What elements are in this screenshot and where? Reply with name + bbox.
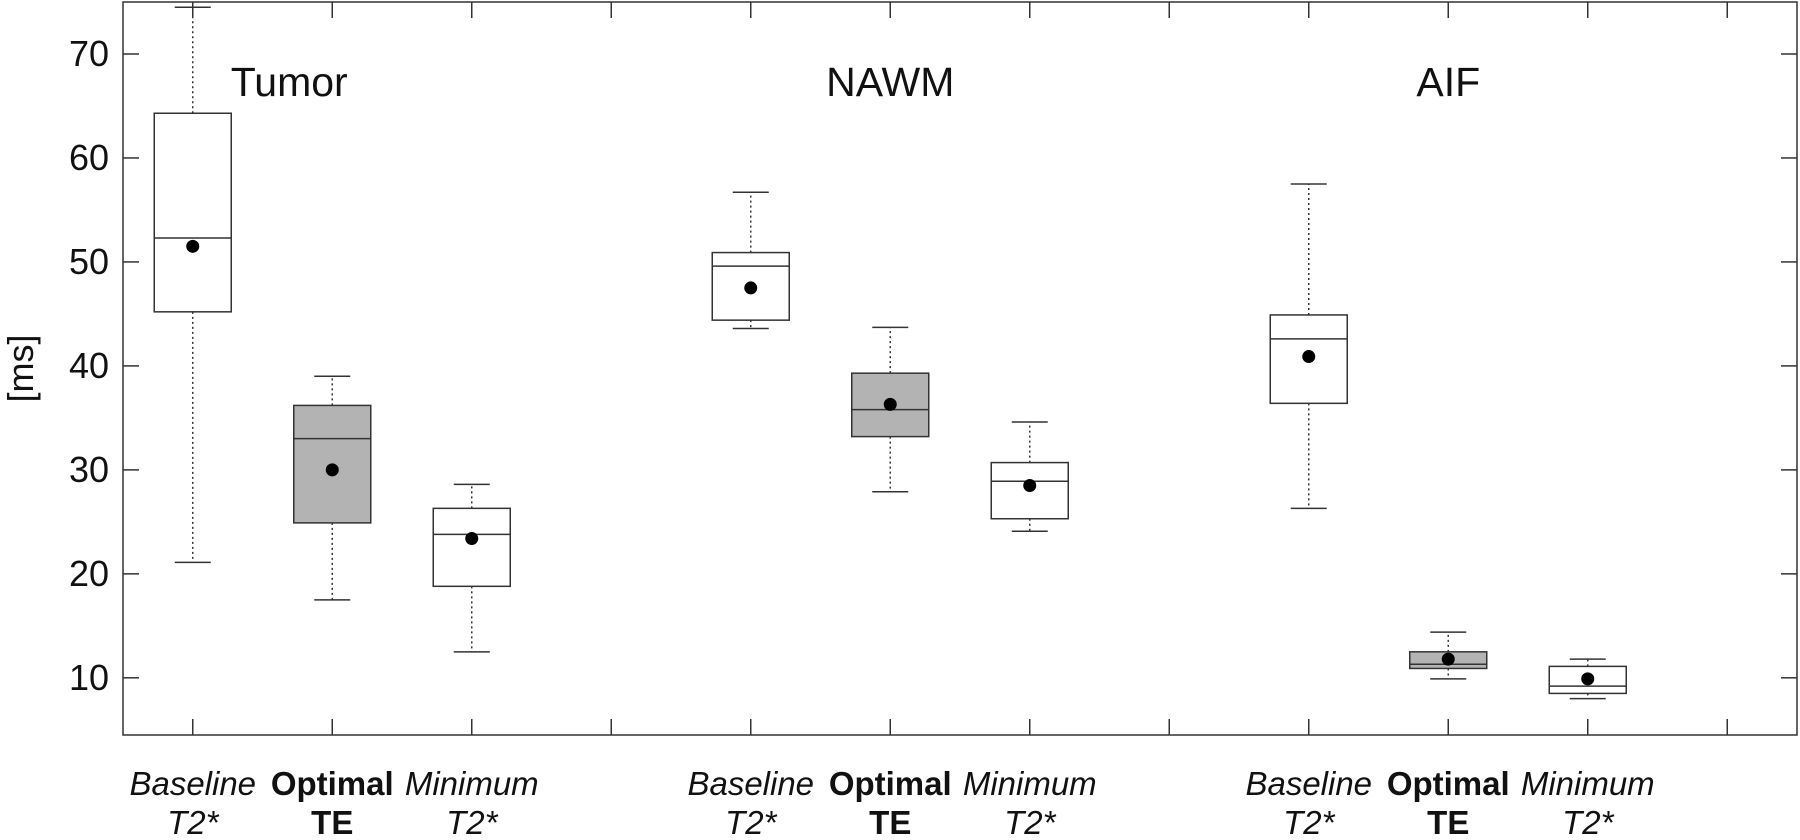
- y-tick-label: 40: [69, 345, 109, 386]
- category-label-line1: Baseline: [687, 765, 814, 802]
- y-tick-label: 70: [69, 33, 109, 74]
- mean-marker: [744, 281, 758, 295]
- y-tick-label: 50: [69, 241, 109, 282]
- box-nawm-minimum: [990, 421, 1069, 532]
- box-tumor-optimal: [293, 375, 372, 601]
- group-label-tumor: Tumor: [231, 59, 348, 105]
- box-nawm-optimal: [851, 326, 930, 493]
- mean-marker: [1581, 672, 1595, 686]
- mean-marker: [465, 531, 479, 545]
- category-label-line1: Optimal: [1387, 765, 1510, 802]
- plot-frame: [122, 1, 1798, 736]
- y-tick-label: 30: [69, 449, 109, 490]
- category-label-line1: Minimum: [405, 765, 539, 802]
- category-label-line2: T2*: [725, 804, 778, 840]
- category-label-line1: Minimum: [1521, 765, 1655, 802]
- category-label-line2: TE: [311, 804, 353, 840]
- y-tick-label: 20: [69, 553, 109, 594]
- mean-marker: [1023, 478, 1037, 492]
- mean-marker: [883, 397, 897, 411]
- category-label-line2: TE: [1427, 804, 1469, 840]
- box-tumor-baseline: [153, 6, 232, 564]
- group-label-nawm: NAWM: [826, 59, 954, 105]
- category-label-line1: Optimal: [271, 765, 394, 802]
- mean-marker: [1441, 652, 1455, 666]
- category-label-line2: T2*: [1562, 804, 1615, 840]
- box-iqr: [432, 507, 511, 588]
- box-aif-minimum: [1548, 658, 1627, 700]
- category-label-line1: Minimum: [963, 765, 1097, 802]
- box-tumor-minimum: [432, 483, 511, 653]
- category-label-line2: T2*: [446, 804, 499, 840]
- category-label-line2: T2*: [1004, 804, 1057, 840]
- box-aif-optimal: [1409, 631, 1488, 680]
- box-aif-baseline: [1269, 183, 1348, 510]
- axes: [122, 1, 1798, 736]
- y-tick-label: 60: [69, 137, 109, 178]
- category-label-line1: Optimal: [829, 765, 952, 802]
- labels: 10203040506070[ms]BaselineT2*OptimalTEMi…: [0, 33, 1655, 840]
- box-nawm-baseline: [711, 191, 790, 330]
- box-iqr: [711, 251, 790, 321]
- box-iqr: [990, 461, 1069, 520]
- category-label-line2: T2*: [1283, 804, 1336, 840]
- category-label-line2: T2*: [167, 804, 220, 840]
- box-iqr: [153, 112, 232, 313]
- y-axis-label: [ms]: [0, 335, 41, 403]
- box-plots: [153, 6, 1627, 700]
- group-label-aif: AIF: [1416, 59, 1480, 105]
- mean-marker: [186, 239, 200, 253]
- y-tick-label: 10: [69, 657, 109, 698]
- mean-marker: [1302, 350, 1316, 364]
- category-label-line1: Baseline: [1245, 765, 1372, 802]
- mean-marker: [325, 463, 339, 477]
- category-label-line1: Baseline: [129, 765, 256, 802]
- category-label-line2: TE: [869, 804, 911, 840]
